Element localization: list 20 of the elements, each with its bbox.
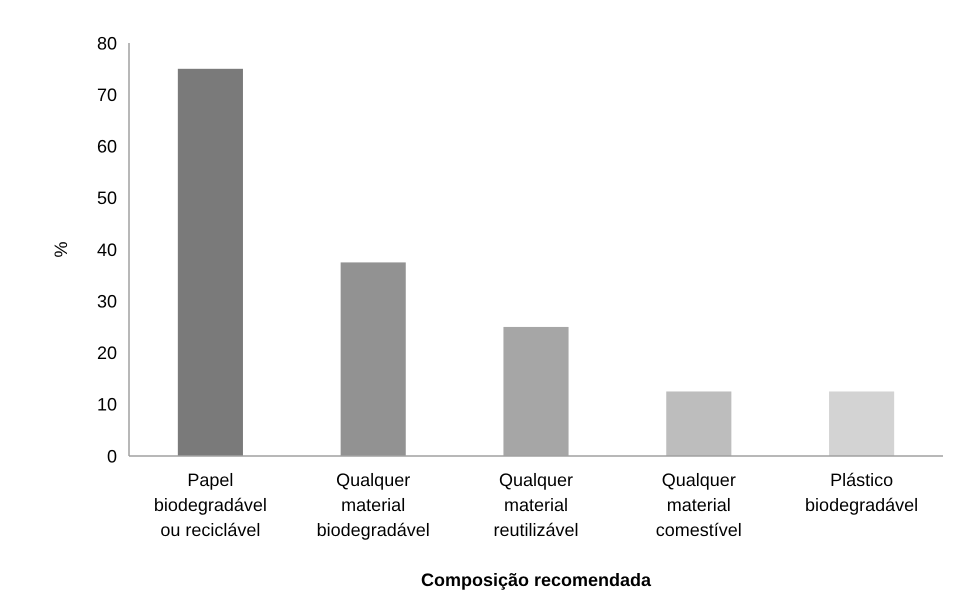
bar [829, 391, 894, 456]
y-tick-label: 70 [96, 84, 117, 105]
y-tick-label: 30 [96, 291, 117, 312]
x-tick-label: Qualquer material comestível [656, 470, 742, 540]
x-tick-label: Qualquer material biodegradável [316, 470, 430, 540]
x-axis-title: Composição recomendada [420, 570, 652, 590]
y-tick-label: 80 [96, 33, 117, 54]
y-tick-label: 50 [96, 188, 117, 208]
y-tick-label: 20 [96, 343, 117, 364]
y-tick-label: 40 [96, 240, 117, 260]
y-tick-label: 0 [106, 446, 117, 466]
bar [178, 68, 243, 456]
y-tick-label: 10 [96, 394, 117, 415]
x-tick-label: Papel biodegradável ou reciclável [154, 470, 267, 540]
y-axis-title: % [51, 241, 71, 258]
bar [340, 262, 406, 456]
bar [666, 391, 732, 456]
x-tick-label: Qualquer material reutilizável [493, 470, 579, 540]
x-tick-label: Plástico biodegradável [805, 470, 918, 515]
y-tick-label: 60 [96, 136, 117, 157]
